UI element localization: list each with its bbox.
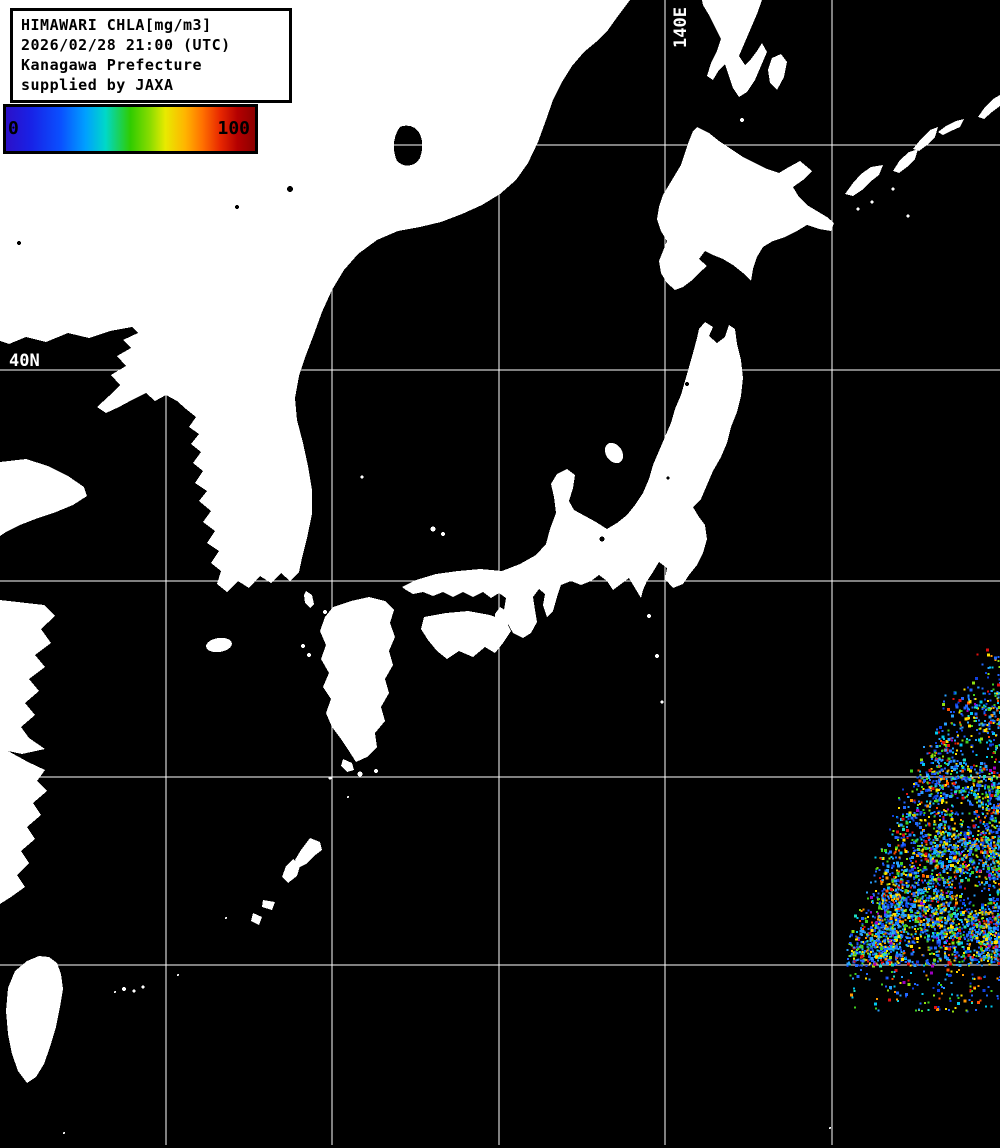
small-islet — [829, 1127, 831, 1129]
ryukyu-islands — [114, 759, 354, 993]
taiwan-landmass — [6, 956, 63, 1083]
kyushu-landmass — [320, 597, 395, 762]
inland-lake — [17, 241, 21, 245]
kuril-islands — [845, 95, 1000, 218]
shandong-landmass — [0, 459, 87, 536]
hokkaido-landmass — [657, 127, 834, 290]
goto-island — [307, 653, 311, 657]
chl-dot-cluster — [849, 692, 1000, 1011]
chl-dot-cluster — [847, 656, 1000, 1011]
chl-dot-cluster — [846, 672, 1000, 1013]
izu-island — [647, 614, 651, 618]
sado-island — [604, 442, 624, 464]
goto-island — [301, 644, 305, 648]
tsushima-island — [304, 591, 314, 608]
honshu-landmass — [402, 322, 743, 638]
chl-dot-cluster — [849, 683, 1000, 1013]
small-islet — [740, 118, 744, 122]
colorbar-max-label: 100 — [217, 118, 250, 139]
oki-island — [430, 526, 436, 532]
china-coast-landmass — [0, 600, 55, 904]
lake-towada — [685, 382, 689, 386]
tanegashima-island — [374, 769, 378, 773]
inland-lake — [666, 476, 670, 480]
jeju-island — [206, 637, 232, 653]
sakhalin-east-strip — [768, 54, 787, 90]
lat-gridline-label: 40N — [9, 351, 40, 371]
chlorophyll-data-field — [846, 648, 1000, 1013]
iki-island — [323, 610, 327, 614]
shikoku-landmass — [421, 611, 511, 659]
sakhalin-landmass — [702, 0, 767, 97]
inland-lake — [287, 186, 293, 192]
info-box: HIMAWARI CHLA[mg/m3] 2026/02/28 21:00 (U… — [10, 8, 292, 103]
info-credit: supplied by JAXA — [21, 76, 174, 94]
chl-dot-cluster — [849, 666, 1000, 1008]
ulleung-island — [360, 475, 364, 479]
lake-biwa — [599, 536, 605, 542]
colorbar: 0 100 — [3, 104, 258, 154]
small-islet — [63, 1132, 65, 1134]
oki-island — [441, 532, 445, 536]
info-datetime: 2026/02/28 21:00 (UTC) — [21, 36, 231, 54]
yakushima-island — [357, 771, 363, 777]
izu-island — [660, 700, 664, 704]
izu-island — [655, 654, 659, 658]
inland-lake — [235, 205, 239, 209]
colorbar-min-label: 0 — [8, 118, 19, 139]
info-region: Kanagawa Prefecture — [21, 56, 203, 74]
lon-gridline-label: 140E — [671, 7, 691, 48]
info-title: HIMAWARI CHLA[mg/m3] — [21, 16, 212, 34]
